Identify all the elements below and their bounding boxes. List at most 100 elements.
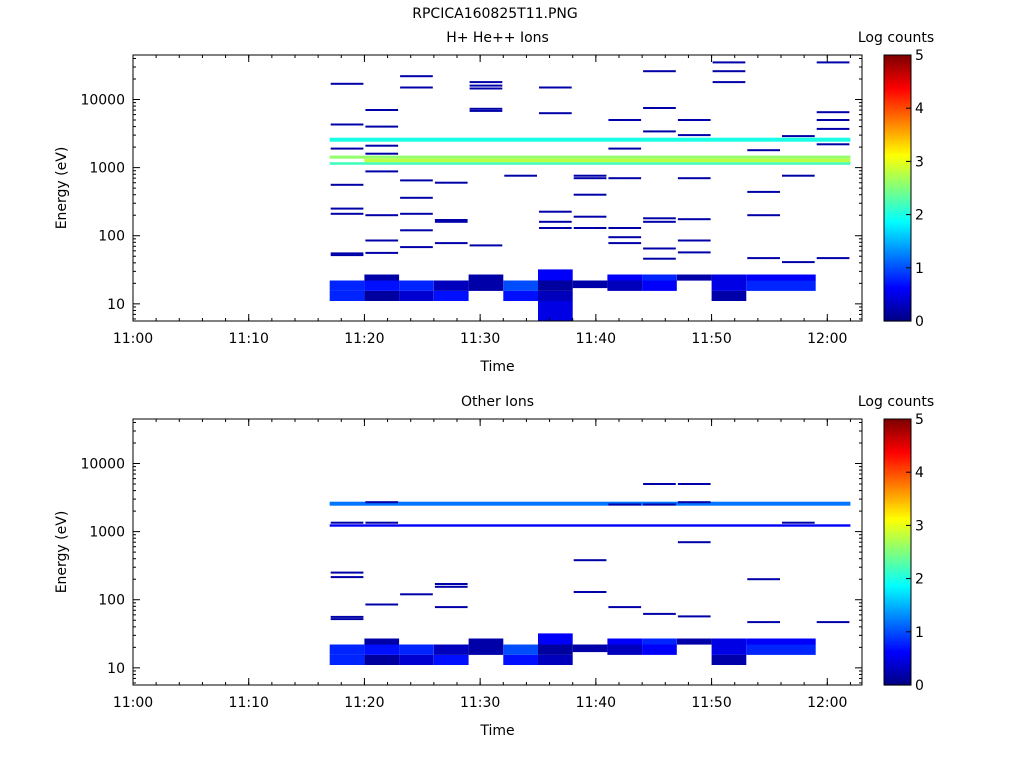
colorbar-segment [884, 627, 911, 631]
colorbar-segment [884, 274, 911, 278]
colorbar-segment [884, 188, 911, 191]
colorbar-segment [884, 662, 911, 666]
heatmap-cell [746, 280, 781, 291]
count-line [539, 220, 572, 223]
colorbar-segment [884, 263, 911, 267]
colorbar-segment [884, 90, 911, 94]
heatmap-cell [433, 290, 469, 301]
colorbar-segment [884, 625, 911, 628]
count-line [400, 593, 433, 596]
colorbar-segment [884, 589, 911, 593]
colorbar-segment [884, 132, 911, 136]
colorbar-segment [884, 445, 911, 449]
colorbar-segment [884, 547, 911, 551]
heatmap-cell [642, 274, 677, 281]
colorbar-segment [884, 507, 911, 511]
count-line [643, 130, 676, 133]
colorbar-segment [884, 554, 911, 558]
count-line [365, 214, 399, 217]
count-line [608, 177, 642, 180]
colorbar-segment [884, 611, 911, 615]
count-line [677, 615, 711, 618]
heatmap-cell [468, 638, 504, 655]
colorbar-segment [884, 185, 911, 189]
colorbar-segment [884, 278, 911, 282]
heatmap-cell [503, 280, 538, 291]
count-line [330, 571, 364, 574]
y-tick-label: 10000 [80, 456, 125, 472]
heatmap-cell [364, 280, 400, 291]
heatmap-cell [503, 290, 538, 301]
heatmap-cell [468, 274, 504, 291]
colorbar-segment [884, 538, 911, 542]
colorbar-segment [884, 74, 911, 78]
count-line [643, 220, 676, 223]
count-line [434, 181, 468, 184]
colorbar-segment [884, 61, 911, 65]
colorbar-segment [884, 423, 911, 427]
colorbar-segment [884, 181, 911, 185]
colorbar-segment [884, 598, 911, 602]
colorbar-segment [884, 489, 911, 493]
heatmap-cell [399, 290, 434, 301]
heatmap-cell [607, 644, 643, 655]
colorbar-segment [884, 190, 911, 194]
count-line [365, 239, 399, 242]
count-line [400, 75, 433, 78]
colorbar-segment [884, 631, 911, 635]
colorbar-segment [884, 450, 911, 453]
colorbar-segment [884, 525, 911, 529]
colorbar-segment [884, 638, 911, 642]
y-tick-label: 100 [98, 593, 125, 609]
x-tick-label: 11:50 [691, 331, 731, 347]
colorbar-tick-label: 5 [915, 412, 924, 428]
x-tick-label: 11:00 [113, 331, 153, 347]
count-line [712, 81, 746, 84]
heatmap-cell [364, 638, 400, 645]
x-tick-label: 11:00 [113, 695, 153, 711]
count-line [573, 193, 607, 196]
colorbar-segment [884, 567, 911, 571]
heatmap-cell [711, 290, 747, 301]
colorbar-segment [884, 503, 911, 507]
count-line [330, 254, 364, 257]
colorbar-segment [884, 55, 911, 58]
colorbar-segment [884, 673, 911, 677]
heatmap-cell [711, 654, 747, 665]
colorbar-segment [884, 509, 911, 513]
colorbar-segment [884, 667, 911, 671]
heatmap-cell [433, 654, 469, 665]
colorbar-segment [884, 205, 911, 209]
colorbar-segment [884, 176, 911, 180]
colorbar-segment [884, 79, 911, 83]
colorbar-segment [884, 287, 911, 291]
colorbar-tick-label: 3 [915, 154, 924, 170]
colorbar-segment [884, 658, 911, 662]
heatmap-cell [503, 644, 538, 655]
count-line [365, 251, 399, 254]
colorbar-segment [884, 421, 911, 425]
colorbar-segment [884, 532, 911, 535]
heatmap-cell [433, 280, 469, 291]
colorbar-segment [884, 134, 911, 138]
colorbar-segment [884, 569, 911, 573]
count-line [469, 81, 503, 84]
count-line [816, 111, 850, 114]
colorbar-segment [884, 656, 911, 659]
count-line [539, 210, 572, 213]
colorbar-segment [884, 261, 911, 264]
other-ions-x-label: Time [479, 723, 514, 739]
colorbar-segment [884, 305, 911, 309]
count-line [434, 242, 468, 245]
colorbar-segment [884, 94, 911, 98]
count-line [747, 257, 780, 260]
colorbar-segment [884, 620, 911, 624]
colorbar-segment [884, 578, 911, 582]
colorbar-segment [884, 563, 911, 566]
heatmap-cell [538, 280, 573, 291]
count-line [643, 247, 676, 250]
count-line [608, 119, 642, 121]
colorbar-segment [884, 97, 911, 100]
colorbar-segment [884, 216, 911, 220]
colorbar-segment [884, 172, 911, 176]
